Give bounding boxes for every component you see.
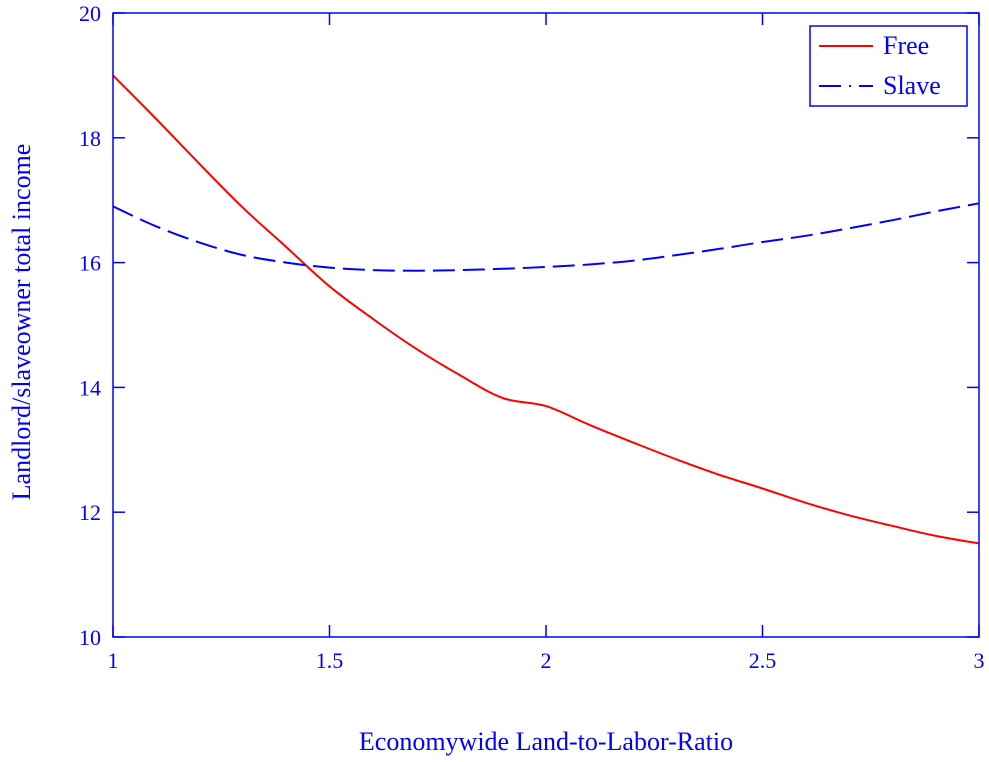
series-line-free xyxy=(112,74,980,545)
y-tick-label: 14 xyxy=(79,375,101,400)
x-tick-label: 2.5 xyxy=(749,648,777,673)
y-tick-label: 20 xyxy=(79,1,101,26)
legend: Free Slave xyxy=(809,25,968,107)
series-line-slave xyxy=(112,202,980,272)
legend-label-slave: Slave xyxy=(883,71,941,100)
legend-box xyxy=(809,25,968,107)
y-tick-label: 16 xyxy=(79,251,101,276)
x-tick-label: 3 xyxy=(974,648,985,673)
x-tick-label: 1.5 xyxy=(316,648,344,673)
lines-layer xyxy=(112,74,980,545)
y-axis-title: Landlord/slaveowner total income xyxy=(7,144,36,501)
plot-frame xyxy=(112,12,980,638)
legend-label-free: Free xyxy=(883,31,929,60)
y-tick-label: 10 xyxy=(79,625,101,650)
y-tick-label: 18 xyxy=(79,126,101,151)
ticks-layer: 1 1.5 2 2.5 3 10 12 14 16 18 20 xyxy=(79,1,985,673)
x-axis-title: Economywide Land-to-Labor-Ratio xyxy=(359,727,733,756)
x-tick-label: 1 xyxy=(108,648,119,673)
y-tick-label: 12 xyxy=(79,500,101,525)
x-tick-label: 2 xyxy=(541,648,552,673)
